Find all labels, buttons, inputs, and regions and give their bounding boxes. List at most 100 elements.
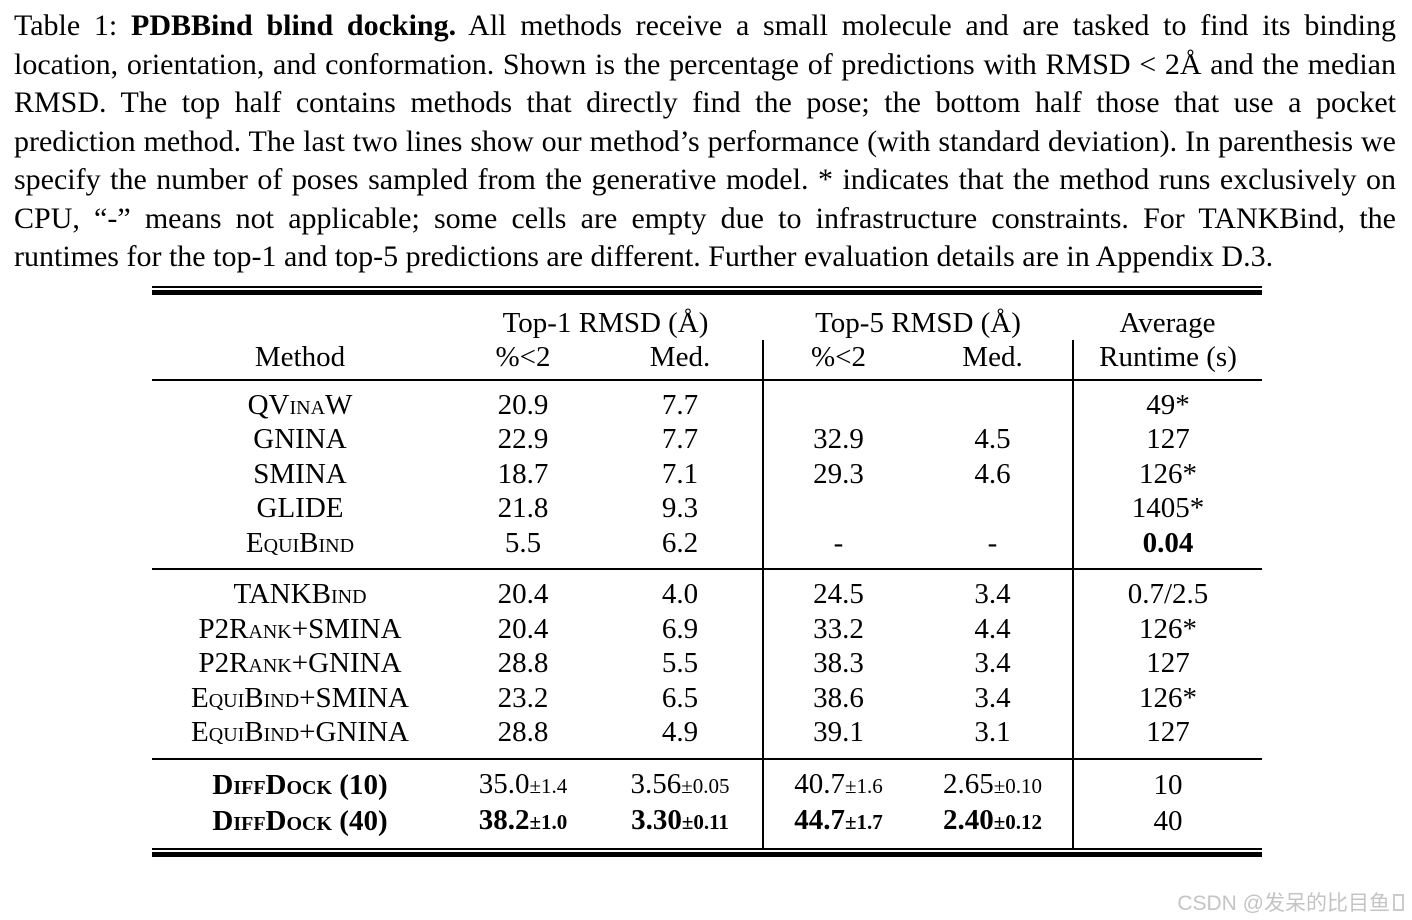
- cell-runtime: 49*: [1072, 380, 1262, 422]
- cell-top5-med: [913, 491, 1073, 526]
- cell-top5-pct: 44.7±1.7: [762, 803, 913, 848]
- cell-top5-med: 4.6: [974, 457, 1011, 490]
- cell-top1-pct: 20.4: [497, 612, 549, 645]
- cell-top5-med: -: [987, 526, 998, 559]
- method-name: P2Rank+SMINA: [198, 612, 402, 645]
- cell-top1-med: 6.9: [661, 612, 699, 645]
- cell-top5-pct: 38.3: [762, 646, 913, 681]
- stddev: ±1.6: [844, 773, 883, 798]
- cell-top1-med: 3.56±0.05: [598, 760, 763, 804]
- header-top5-group: Top-5 RMSD (Å): [815, 306, 1021, 339]
- cell-top5-pct: -: [762, 525, 913, 568]
- caption-bold-title: PDBBind blind docking.: [131, 9, 457, 42]
- cell-top5-med: 3.1: [974, 716, 1011, 748]
- cell-top1-pct: 28.8: [497, 647, 549, 679]
- stddev: ±0.10: [993, 773, 1043, 798]
- method-name: TANKBind: [233, 578, 367, 610]
- header-group-row: Top-1 RMSD (Å) Top-5 RMSD (Å) Average: [152, 295, 1262, 340]
- header-spacer: [152, 295, 448, 340]
- group-separator-rule: [152, 568, 1262, 570]
- cell-top1-med: 9.3: [661, 492, 699, 524]
- cell-top5-med: 3.4: [974, 578, 1011, 610]
- cell-top1-med: 3.30±0.11: [598, 803, 763, 848]
- cell-top5-med: 3.4: [974, 681, 1011, 714]
- cell-top5-pct: 24.5: [762, 570, 913, 612]
- cell-runtime: 127: [1072, 715, 1262, 758]
- header-average: Average: [1119, 306, 1216, 339]
- table-top-rule: [152, 285, 1262, 295]
- missing-glyph-box: [1393, 894, 1404, 911]
- group-separator-rule: [152, 757, 1262, 760]
- cell-top5-pct: 39.1: [762, 715, 913, 758]
- cell-top1-med: 7.7: [661, 423, 699, 455]
- method-name: EquiBind+GNINA: [191, 716, 409, 748]
- cell-top1-med: 7.7: [661, 388, 699, 421]
- top-rule-row: [152, 285, 1262, 295]
- table-row: DiffDock (40) 38.2±1.0 3.30±0.11 44.7±1.…: [152, 803, 1262, 848]
- value: 44.7: [794, 804, 845, 836]
- table-row: SMINA 18.7 7.1 29.3 4.6 126*: [152, 456, 1262, 491]
- method-name: DiffDock (10): [212, 768, 388, 801]
- cell-runtime: 127: [1072, 422, 1262, 457]
- cell-runtime: 1405*: [1072, 491, 1262, 526]
- cell-top1-pct: 5.5: [504, 526, 542, 559]
- cell-top1-med: 4.0: [661, 578, 699, 610]
- method-name: QVinaW: [247, 388, 353, 421]
- value: 35.0: [478, 767, 530, 800]
- bottom-rule-row: [152, 847, 1262, 857]
- cell-top5-med: 2.65±0.10: [913, 760, 1073, 804]
- cell-top5-med: 4.5: [974, 423, 1011, 455]
- cell-runtime: 127: [1072, 646, 1262, 681]
- cell-top1-pct: 18.7: [497, 457, 549, 490]
- stddev: ±1.7: [844, 810, 883, 834]
- cell-top5-pct: 33.2: [762, 611, 913, 646]
- header-top5-pct: %<2: [762, 339, 913, 379]
- table-row: TANKBind 20.4 4.0 24.5 3.4 0.7/2.5: [152, 570, 1262, 612]
- cell-top1-med: 6.5: [661, 681, 699, 714]
- cell-runtime: 0.7/2.5: [1072, 570, 1262, 612]
- value: 3.56: [630, 767, 682, 800]
- value: 38.2: [478, 804, 530, 836]
- cell-top1-pct: 23.2: [497, 681, 549, 714]
- method-name: DiffDock (40): [212, 805, 388, 837]
- cell-runtime: 126*: [1072, 680, 1262, 715]
- cell-top5-pct: [762, 380, 913, 422]
- cell-top1-pct: 35.0±1.4: [448, 760, 598, 804]
- stddev: ±0.12: [993, 810, 1043, 834]
- rule-row: [152, 378, 1262, 381]
- cell-runtime: 40: [1072, 803, 1262, 848]
- cell-top1-med: 7.1: [661, 457, 699, 490]
- table-row: GLIDE 21.8 9.3 1405*: [152, 491, 1262, 526]
- method-name: EquiBind+SMINA: [191, 681, 409, 714]
- cell-top1-pct: 21.8: [497, 492, 549, 524]
- cell-top5-pct: 29.3: [762, 456, 913, 491]
- rule-row: [152, 757, 1262, 760]
- method-name: GLIDE: [256, 492, 344, 524]
- cell-top1-pct: 28.8: [497, 716, 549, 748]
- table-caption: Table 1: PDBBind blind docking. All meth…: [0, 0, 1412, 277]
- cell-top5-med: 3.4: [974, 647, 1011, 679]
- results-table: Top-1 RMSD (Å) Top-5 RMSD (Å) Average Me…: [152, 285, 1262, 857]
- value: 2.40: [942, 804, 994, 836]
- method-name: SMINA: [253, 457, 347, 490]
- stddev: ±0.11: [681, 810, 729, 834]
- watermark: CSDN @发呆的比目鱼: [1177, 887, 1404, 917]
- cell-top1-med: 5.5: [661, 647, 699, 679]
- cell-top1-pct: 38.2±1.0: [448, 803, 598, 848]
- watermark-text: CSDN @发呆的比目鱼: [1177, 892, 1390, 915]
- method-name: EquiBind: [245, 526, 355, 559]
- value: 3.30: [631, 804, 682, 836]
- table-row: EquiBind+GNINA 28.8 4.9 39.1 3.1 127: [152, 715, 1262, 758]
- header-top1-group: Top-1 RMSD (Å): [502, 306, 709, 339]
- header-top1-med: Med.: [649, 340, 711, 373]
- header-sub-row: Method %<2 Med. %<2 Med. Runtime (s): [152, 339, 1262, 379]
- method-name: P2Rank+GNINA: [198, 647, 402, 679]
- cell-runtime: 10: [1072, 759, 1262, 803]
- cell-top5-med: 4.4: [974, 612, 1011, 645]
- cell-runtime: 0.04: [1072, 525, 1262, 568]
- header-top5-med: Med.: [962, 340, 1023, 373]
- value: 40.7: [794, 767, 845, 800]
- method-name: GNINA: [253, 423, 347, 455]
- table-row: DiffDock (10) 35.0±1.4 3.56±0.05 40.7±1.…: [152, 759, 1262, 804]
- caption-label: Table 1:: [14, 9, 131, 42]
